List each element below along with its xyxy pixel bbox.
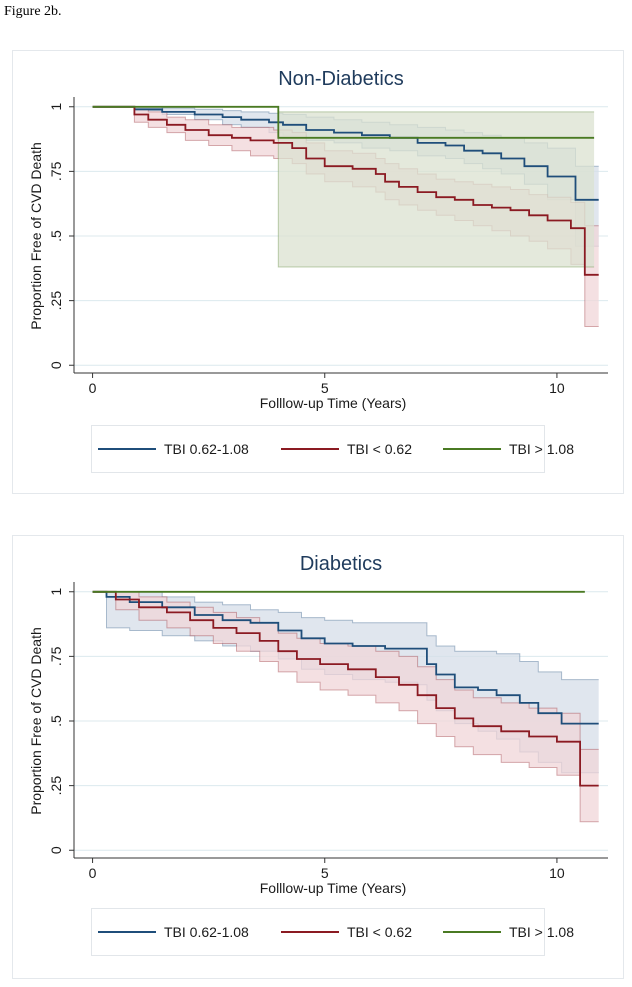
y-tick-label: .75 xyxy=(48,646,64,666)
x-axis-label: Folllow-up Time (Years) xyxy=(260,395,407,411)
series-line-green xyxy=(92,105,595,139)
y-tick-label: 1 xyxy=(48,588,64,596)
chart-title: Non-Diabetics xyxy=(278,68,404,90)
legend-swatch xyxy=(443,448,501,450)
x-tick-label: 5 xyxy=(321,865,329,881)
figure-label: Figure 2b. xyxy=(4,4,62,19)
series-line-blue xyxy=(92,105,599,201)
legend-label: TBI > 1.08 xyxy=(509,924,574,940)
series-line-red xyxy=(92,590,599,787)
x-tick-label: 0 xyxy=(89,380,97,396)
chart-panel-non-diabetics: 0.25.5.75 1 0 5 10 Non-Diabetics Folllow-up Ti… xyxy=(12,50,624,494)
x-tick-label: 5 xyxy=(321,380,329,396)
legend-label: TBI < 0.62 xyxy=(347,924,412,940)
legend-label: TBI 0.62-1.08 xyxy=(164,924,249,940)
legend-swatch xyxy=(443,931,501,933)
x-axis-label: Folllow-up Time (Years) xyxy=(260,880,407,896)
chart-legend: TBI 0.62-1.08 TBI < 0.62 TBI > 1.08 xyxy=(91,908,574,956)
ci-band-red xyxy=(92,591,599,822)
chart-title: Diabetics xyxy=(300,553,382,575)
y-axis-label: Proportion Free of CVD Death xyxy=(28,627,44,815)
ci-upper-blue xyxy=(92,591,599,681)
legend-item-blue: TBI 0.62-1.08 xyxy=(98,923,249,941)
chart-panel-diabetics: 0.25.5.75 1 0 5 10 Diabetics Folllow-up Time (… xyxy=(12,535,624,979)
legend-label: TBI < 0.62 xyxy=(347,441,412,457)
legend-item-green: TBI > 1.08 xyxy=(443,923,574,941)
y-tick-label: .75 xyxy=(48,161,64,181)
y-tick-label: .5 xyxy=(48,230,64,242)
y-tick-label: 1 xyxy=(48,103,64,111)
y-axis-label: Proportion Free of CVD Death xyxy=(28,142,44,330)
legend-item-red: TBI < 0.62 xyxy=(281,923,412,941)
ci-lower-red xyxy=(92,591,599,823)
ci-band-green xyxy=(92,106,595,267)
chart-legend: TBI 0.62-1.08 TBI < 0.62 TBI > 1.08 xyxy=(91,425,574,473)
y-tick-label: .25 xyxy=(48,776,64,796)
legend-swatch xyxy=(98,448,156,450)
legend-label: TBI > 1.08 xyxy=(509,441,574,457)
legend-swatch xyxy=(281,931,339,933)
legend-item-red: TBI < 0.62 xyxy=(281,440,412,458)
series-line-red xyxy=(92,105,599,276)
y-tick-label: 0 xyxy=(48,361,64,369)
legend-item-green: TBI > 1.08 xyxy=(443,440,574,458)
y-tick-label: .25 xyxy=(48,291,64,311)
y-tick-label: 0 xyxy=(48,846,64,854)
x-tick-label: 0 xyxy=(89,865,97,881)
legend-item-blue: TBI 0.62-1.08 xyxy=(98,440,249,458)
legend-label: TBI 0.62-1.08 xyxy=(164,441,249,457)
x-tick-label: 10 xyxy=(549,380,565,396)
legend-swatch xyxy=(281,448,339,450)
legend-swatch xyxy=(98,931,156,933)
series-line-blue xyxy=(92,590,599,725)
x-tick-label: 10 xyxy=(549,865,565,881)
y-tick-label: .5 xyxy=(48,715,64,727)
